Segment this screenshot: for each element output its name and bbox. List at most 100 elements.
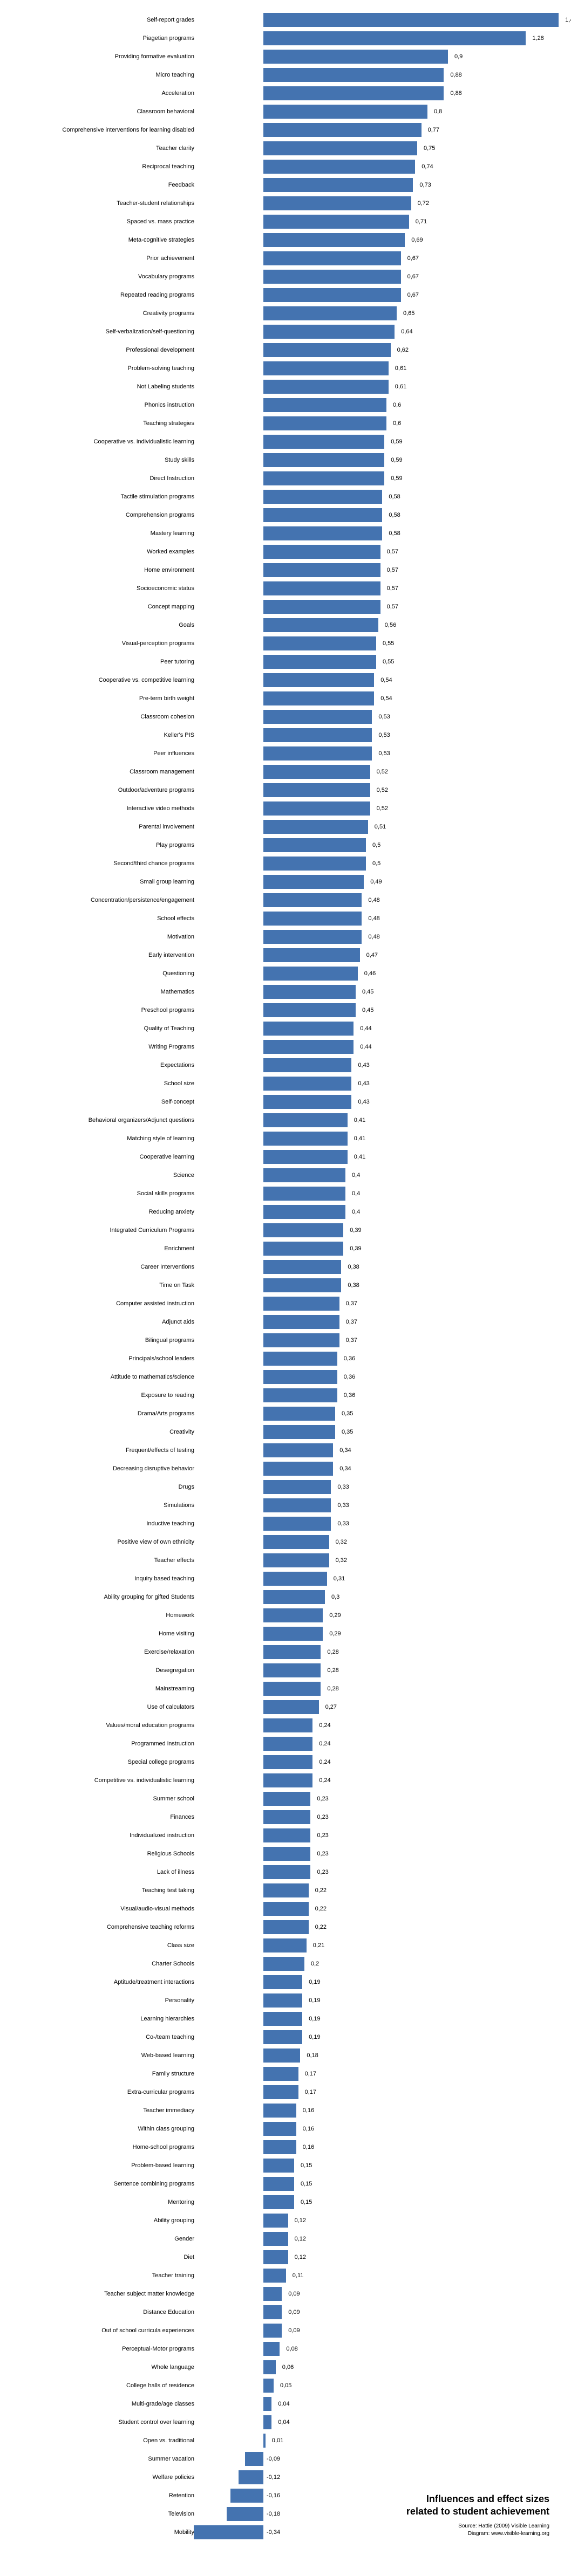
chart-row: Phonics instruction0,6 <box>11 396 560 414</box>
bar <box>263 1205 345 1219</box>
bar-area: 0,22 <box>199 1900 560 1918</box>
bar-area: 0,52 <box>199 781 560 799</box>
chart-row: Play programs0,5 <box>11 836 560 854</box>
chart-row: Vocabulary programs0,67 <box>11 268 560 286</box>
chart-row: Enrichment0,39 <box>11 1239 560 1258</box>
row-value: 0,52 <box>377 805 388 812</box>
bar <box>263 196 411 210</box>
bar-area: 0,09 <box>199 2321 560 2340</box>
row-value: 0,33 <box>337 1484 349 1490</box>
chart-row: Spaced vs. mass practice0,71 <box>11 213 560 231</box>
row-label: Inductive teaching <box>11 1520 199 1527</box>
row-value: 0,55 <box>383 659 394 665</box>
chart-row: Creativity0,35 <box>11 1423 560 1441</box>
chart-row: Tactile stimulation programs0,58 <box>11 488 560 506</box>
row-label: Frequent/effects of testing <box>11 1447 199 1454</box>
bar-area: 0,67 <box>199 268 560 286</box>
bar <box>263 1535 329 1549</box>
bar <box>263 1498 331 1512</box>
row-label: Principals/school leaders <box>11 1355 199 1362</box>
bar <box>263 306 397 320</box>
row-label: Teacher training <box>11 2272 199 2279</box>
row-label: Reciprocal teaching <box>11 163 199 170</box>
bar-area: 0,54 <box>199 689 560 708</box>
chart-row: Quality of Teaching0,44 <box>11 1019 560 1038</box>
bar-area: 0,9 <box>199 47 560 66</box>
bar-area: 0,39 <box>199 1221 560 1239</box>
row-label: Peer influences <box>11 750 199 757</box>
row-label: Mainstreaming <box>11 1686 199 1692</box>
chart-row: Within class grouping0,16 <box>11 2120 560 2138</box>
row-label: Teacher clarity <box>11 145 199 152</box>
bar <box>263 600 380 614</box>
chart-row: Homework0,29 <box>11 1606 560 1625</box>
row-value: 0,72 <box>418 200 429 207</box>
bar-area: 0,88 <box>199 66 560 84</box>
chart-row: Gender0,12 <box>11 2230 560 2248</box>
bar-area: 0,52 <box>199 799 560 818</box>
row-value: 0,47 <box>366 952 378 958</box>
chart-row: Visual/audio-visual methods0,22 <box>11 1900 560 1918</box>
row-value: 0,41 <box>354 1154 365 1160</box>
chart-row: Comprehensive teaching reforms0,22 <box>11 1918 560 1936</box>
bar <box>263 765 370 779</box>
row-value: 0,22 <box>315 1887 327 1894</box>
row-label: Parental involvement <box>11 824 199 830</box>
row-value: 0,23 <box>317 1832 328 1839</box>
bar-area: 0,46 <box>199 964 560 983</box>
row-label: Teaching test taking <box>11 1887 199 1894</box>
row-value: 0,32 <box>336 1539 347 1545</box>
row-value: 0,5 <box>372 860 380 867</box>
bar-area: 0,57 <box>199 561 560 579</box>
row-value: 0,38 <box>348 1264 359 1270</box>
row-label: Classroom behavioral <box>11 108 199 115</box>
row-value: 1,44 <box>565 17 571 23</box>
bar-area: 0,22 <box>199 1918 560 1936</box>
row-label: Inquiry based teaching <box>11 1575 199 1582</box>
row-label: Teacher subject matter knowledge <box>11 2291 199 2297</box>
bar-area: 0,18 <box>199 2046 560 2065</box>
bar-area: -0,12 <box>199 2468 560 2486</box>
row-value: 0,41 <box>354 1117 365 1123</box>
bar <box>263 1370 337 1384</box>
bar <box>263 2269 286 2283</box>
bar-area: 0,55 <box>199 634 560 653</box>
row-value: 0,6 <box>393 402 401 408</box>
bar <box>263 2397 271 2411</box>
bar <box>263 361 389 375</box>
bar-area: 0,45 <box>199 983 560 1001</box>
row-label: Out of school curricula experiences <box>11 2327 199 2334</box>
row-label: Whole language <box>11 2364 199 2371</box>
bar-area: 0,28 <box>199 1661 560 1680</box>
row-value: 0,53 <box>378 750 390 757</box>
row-label: Outdoor/adventure programs <box>11 787 199 793</box>
bar <box>263 2232 288 2246</box>
row-value: 0,52 <box>377 769 388 775</box>
bar <box>263 50 448 64</box>
bar-area: 0,28 <box>199 1680 560 1698</box>
row-value: 0,67 <box>407 292 419 298</box>
bar <box>263 1278 341 1292</box>
chart-row: Feedback0,73 <box>11 176 560 194</box>
bar <box>263 691 374 705</box>
bar <box>263 2250 288 2264</box>
bar <box>263 2177 294 2191</box>
bar <box>263 1040 354 1054</box>
bar <box>263 1608 323 1622</box>
bar <box>263 270 401 284</box>
bar <box>263 1590 325 1604</box>
row-value: 0,55 <box>383 640 394 647</box>
row-label: Career Interventions <box>11 1264 199 1270</box>
bar-area: 0,3 <box>199 1588 560 1606</box>
bar-area: 0,64 <box>199 323 560 341</box>
row-value: 0,32 <box>336 1557 347 1564</box>
bar-area: 0,53 <box>199 744 560 763</box>
row-value: 0,37 <box>346 1337 357 1344</box>
row-label: Family structure <box>11 2071 199 2077</box>
row-label: Summer school <box>11 1796 199 1802</box>
row-label: Comprehension programs <box>11 512 199 518</box>
row-value: 0,22 <box>315 1906 327 1912</box>
bar <box>263 105 427 119</box>
bar <box>263 1462 333 1476</box>
row-value: 0,67 <box>407 273 419 280</box>
